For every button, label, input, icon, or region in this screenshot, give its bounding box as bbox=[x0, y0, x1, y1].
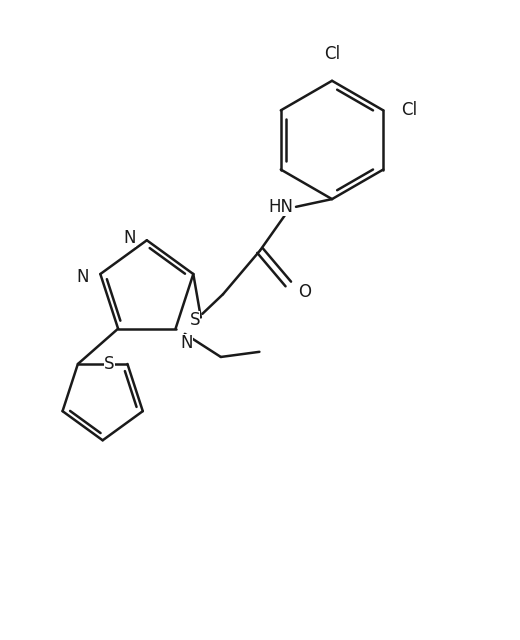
Text: Cl: Cl bbox=[401, 101, 418, 120]
Text: N: N bbox=[180, 334, 193, 352]
Text: S: S bbox=[104, 355, 114, 373]
Text: N: N bbox=[123, 228, 136, 246]
Text: O: O bbox=[298, 283, 311, 301]
Text: N: N bbox=[76, 268, 89, 285]
Text: HN: HN bbox=[268, 198, 293, 216]
Text: S: S bbox=[189, 311, 200, 329]
Text: Cl: Cl bbox=[324, 45, 340, 63]
